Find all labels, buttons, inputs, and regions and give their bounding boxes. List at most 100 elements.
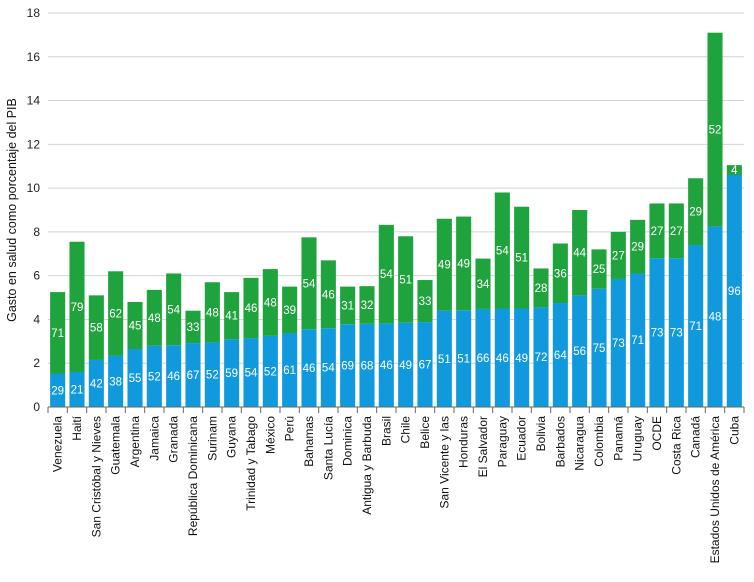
bar-segment-top [630,219,646,274]
bar-segment-bottom [50,373,66,407]
gridlines [48,12,744,408]
y-tick-label: 4 [33,312,40,326]
x-category-label: Chile [399,416,413,444]
x-category-label: Nicaragua [573,416,587,471]
bar-segment-top [707,32,723,227]
bar-value-label: 36 [554,268,567,280]
bar-value-label: 71 [631,335,644,347]
bar-value-label: 52 [148,371,161,383]
bar-value-label: 71 [51,328,64,340]
bar-segment-bottom [591,288,607,407]
bar-segment-top [456,216,472,311]
bar-segment-bottom [146,345,162,407]
bar-segment-top [108,271,124,356]
bar-segment-bottom [436,310,452,407]
x-category-label: Granada [167,416,181,463]
bar-value-label: 56 [573,346,586,358]
bar-segment-bottom [572,295,588,407]
bar-segment-bottom [668,258,684,407]
x-category-label: Colombia [592,416,606,467]
bar-value-label: 55 [129,373,142,385]
bars [50,32,742,407]
x-category-label: El Salvador [476,416,490,477]
bar-segment-top [224,292,240,340]
bar-value-label: 29 [51,385,64,397]
bar-value-label: 46 [245,303,258,315]
bar-value-label: 21 [71,384,84,396]
bar-segment-bottom [340,324,356,407]
bar-segment-bottom [282,333,298,407]
bar-value-label: 27 [612,250,625,262]
bar-segment-top [262,269,278,336]
x-category-label: Antigua y Barbuda [360,416,374,515]
bar-value-label: 52 [264,366,277,378]
bar-value-label: 49 [399,360,412,372]
x-category-label: Bolivia [534,416,548,452]
x-category-label: OCDE [650,416,664,451]
x-category-label: Trinidad y Tabago [244,416,258,511]
x-category-label: Perú [283,416,297,441]
bar-segment-top [243,277,259,339]
bar-segment-top [572,210,588,296]
bar-value-label: 67 [419,360,432,372]
bar-segment-bottom [398,322,414,407]
bar-value-label: 27 [651,226,664,238]
bar-segment-top [417,280,433,323]
bar-value-label: 73 [612,338,625,350]
bar-segment-top [591,249,607,289]
bar-segment-top [436,218,452,311]
bar-value-label: 46 [496,353,509,365]
x-category-label: Santa Lucía [321,416,335,480]
y-tick-label: 12 [27,137,41,151]
bar-value-label: 54 [167,304,180,316]
bar-segment-top [282,286,298,334]
bar-segment-top [127,301,143,349]
bar-segment-top [533,268,549,308]
x-category-label: Haití [70,415,84,440]
x-axis-category-labels: Venezuela Haití San Cristóbal y Nieves Guat… [47,407,745,563]
bar-segment-bottom [320,328,336,407]
y-tick-label: 14 [27,94,41,108]
bar-segment-top [610,231,626,279]
bar-segment-bottom [475,308,491,407]
bar-value-label: 61 [283,365,296,377]
bar-value-label: 25 [593,264,606,276]
bar-segment-top [378,224,394,324]
bar-value-label: 54 [496,245,509,257]
bar-segment-bottom [456,310,472,407]
bar-value-label: 48 [148,313,161,325]
bar-segment-bottom [533,307,549,407]
x-category-label: Surinam [205,416,219,461]
bar-segment-bottom [224,339,240,407]
bar-value-label: 51 [457,354,470,366]
bar-segment-top [88,295,104,360]
bar-segment-bottom [88,359,104,407]
bar-value-label: 52 [709,125,722,137]
bar-value-label: 64 [554,350,567,362]
bar-value-label: 41 [225,311,238,323]
bar-value-label: 27 [670,226,683,238]
bar-value-label: 48 [264,297,277,309]
y-tick-label: 8 [33,225,40,239]
bar-value-label: 38 [109,376,122,388]
y-tick-label: 6 [33,269,40,283]
bar-segment-bottom [108,355,124,407]
bar-value-label: 45 [129,320,142,332]
bar-value-label: 66 [477,353,490,365]
bar-segment-bottom [514,308,530,407]
x-category-label: Honduras [457,416,471,468]
bar-value-label: 69 [341,361,354,373]
bar-segment-top [301,237,317,330]
bar-value-label: 48 [709,312,722,324]
bar-value-label: 34 [477,279,490,291]
bar-value-label: 46 [322,289,335,301]
bar-segment-top [726,165,742,175]
bar-value-label: 46 [303,363,316,375]
bar-value-label: 49 [438,260,451,272]
bar-segment-bottom [301,329,317,407]
bar-value-label: 49 [457,258,470,270]
bar-value-label: 29 [689,207,702,219]
bar-segment-top [688,178,704,246]
x-category-label: Dominica [341,416,355,466]
x-category-label: Canadá [689,416,703,458]
